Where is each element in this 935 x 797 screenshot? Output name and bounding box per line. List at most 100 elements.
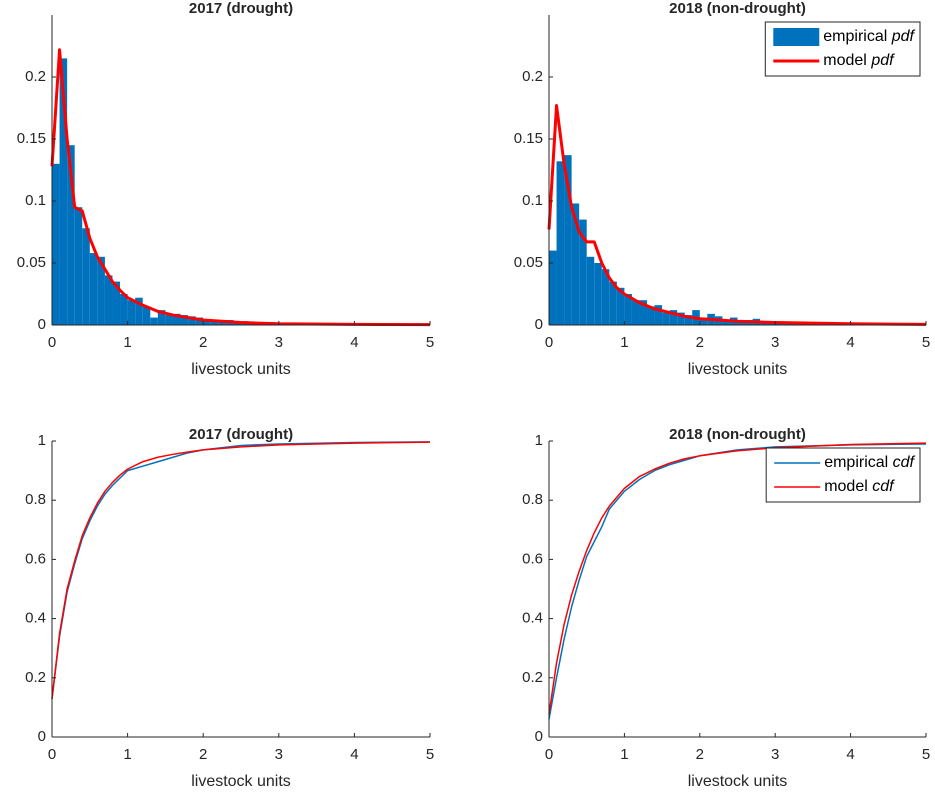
y-tick-label: 1 (38, 432, 46, 449)
histogram-bar (135, 297, 143, 325)
histogram-bar (127, 300, 136, 325)
subplot: 0 0.05 0.1 0.15 0.2 0 1 2 3 4 5 2017 (drought) lives… (17, 0, 434, 378)
line (548, 442, 927, 715)
legend-label: model pdf (823, 52, 895, 69)
y-tick-label: 0.15 (17, 130, 46, 147)
plot-area (548, 442, 927, 720)
histogram-bar (549, 250, 557, 325)
legend: empirical pdf model pdf (764, 21, 921, 77)
x-tick-label: 5 (922, 334, 930, 351)
histogram-bar (203, 320, 211, 325)
histogram-bar (97, 256, 105, 325)
histogram-bar (104, 275, 113, 325)
x-tick-label: 0 (545, 334, 553, 351)
histogram-bar (180, 315, 189, 325)
line (547, 104, 927, 326)
subplot: 0 0.2 0.4 0.6 0.8 1 0 1 2 3 4 5 2017 (drought) livest… (25, 426, 434, 790)
histogram-bar (609, 281, 617, 325)
histogram-bar (82, 228, 90, 325)
chart-title: 2017 (drought) (189, 426, 293, 443)
histogram-bar (631, 300, 640, 325)
y-tick-label: 0.8 (522, 491, 543, 508)
x-tick-label: 2 (199, 334, 207, 351)
x-tick-label: 4 (846, 746, 854, 763)
histogram-bar (616, 287, 625, 325)
x-axis-label: livestock units (191, 361, 291, 378)
chart-title: 2018 (non-drought) (669, 0, 806, 17)
x-axis-label: livestock units (191, 773, 291, 790)
plot-area (51, 441, 431, 700)
x-tick-label: 1 (620, 334, 628, 351)
x-tick-label: 3 (771, 746, 779, 763)
histogram-bar (564, 155, 572, 325)
y-tick-label: 0 (38, 728, 46, 745)
histogram-bar (165, 315, 173, 325)
histogram-bar (647, 306, 655, 325)
plot-area (547, 104, 927, 326)
x-tick-label: 0 (48, 746, 56, 763)
histogram-bar (172, 313, 181, 325)
histogram-bar (624, 294, 632, 325)
x-tick-label: 2 (696, 334, 704, 351)
plot-area (50, 48, 431, 327)
histogram-bar (639, 300, 648, 325)
histogram-bar (586, 256, 595, 325)
histogram-bar (67, 145, 75, 325)
x-tick-label: 3 (275, 334, 283, 351)
histogram-bar (112, 281, 121, 325)
x-tick-label: 1 (123, 746, 131, 763)
histogram-bar (571, 203, 580, 325)
y-tick-label: 0 (535, 728, 543, 745)
histogram-bar (195, 317, 204, 325)
histogram-bar (120, 294, 128, 325)
line (50, 48, 431, 327)
subplot: 0 0.2 0.4 0.6 0.8 1 0 1 2 3 4 5 2018 (non-drought) li… (522, 426, 930, 790)
histogram-bar (74, 207, 83, 325)
histogram-bar (601, 269, 610, 325)
x-tick-label: 4 (350, 746, 358, 763)
line (51, 441, 431, 699)
legend: empirical cdf model cdf (765, 447, 921, 503)
histogram-bar (150, 317, 158, 325)
histogram-bar (188, 316, 196, 325)
x-tick-label: 3 (275, 746, 283, 763)
histogram-bar (677, 312, 685, 325)
y-tick-label: 1 (535, 432, 543, 449)
legend-label: model cdf (824, 478, 895, 495)
chart-title: 2017 (drought) (189, 0, 293, 17)
x-tick-label: 5 (426, 334, 434, 351)
histogram-bar (782, 323, 791, 325)
legend-swatch (773, 28, 820, 46)
y-tick-label: 0 (535, 316, 543, 333)
x-tick-label: 4 (846, 334, 854, 351)
y-tick-label: 0.2 (25, 68, 46, 85)
y-tick-label: 0.05 (514, 254, 543, 271)
y-tick-label: 0.05 (17, 254, 46, 271)
line (51, 441, 431, 700)
x-axis-label: livestock units (688, 773, 788, 790)
x-tick-label: 1 (620, 746, 628, 763)
legend-label: empirical pdf (823, 28, 915, 45)
x-tick-label: 3 (771, 334, 779, 351)
histogram-bar (669, 310, 678, 325)
histogram-bar (210, 320, 219, 325)
x-tick-label: 4 (350, 334, 358, 351)
x-axis-label: livestock units (688, 361, 788, 378)
histogram-bar (556, 161, 565, 325)
legend-box (765, 447, 921, 503)
histogram-bar (142, 306, 151, 325)
x-tick-label: 2 (696, 746, 704, 763)
y-tick-label: 0.6 (522, 550, 543, 567)
histogram-bar (699, 317, 708, 325)
histogram-bar (662, 312, 670, 325)
histogram-bar (737, 321, 746, 325)
x-tick-label: 5 (922, 746, 930, 763)
histogram-bar (684, 315, 693, 325)
y-tick-label: 0.6 (25, 550, 46, 567)
y-tick-label: 0.1 (522, 192, 543, 209)
x-tick-label: 5 (426, 746, 434, 763)
y-tick-label: 0.1 (25, 192, 46, 209)
y-tick-label: 0.2 (522, 669, 543, 686)
histogram-bar (760, 322, 768, 325)
